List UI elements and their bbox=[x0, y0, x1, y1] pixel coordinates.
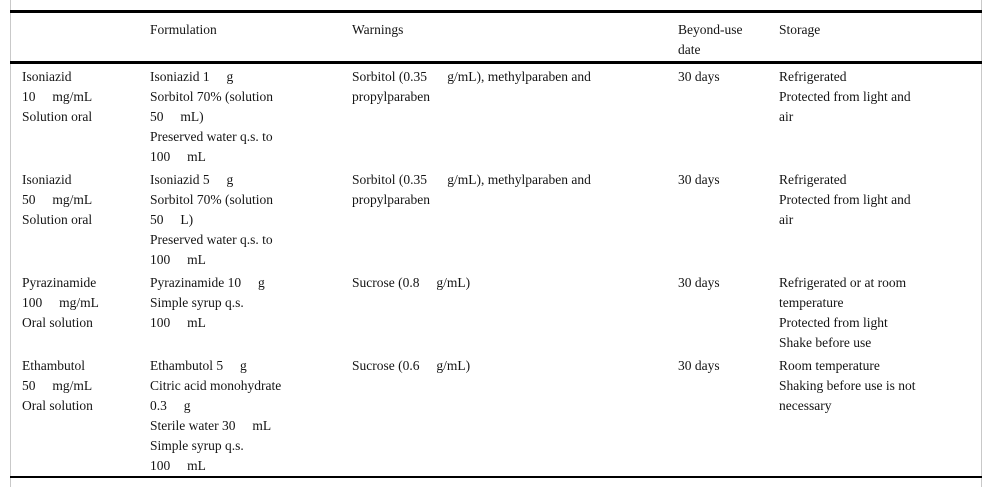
drug-cell: Ethambutol 50 mg/mL Oral solution bbox=[22, 358, 93, 413]
table-row: Isoniazid 50 mg/mL Solution oral Isoniaz… bbox=[10, 167, 982, 270]
storage-cell: Refrigerated Protected from light and ai… bbox=[779, 172, 911, 227]
beyond-use-date-cell: 30 days bbox=[678, 275, 720, 290]
drug-cell: Isoniazid 50 mg/mL Solution oral bbox=[22, 172, 93, 227]
warnings-cell: Sorbitol (0.35 g/mL), methylparaben and … bbox=[352, 69, 591, 104]
beyond-use-date-cell: 30 days bbox=[678, 172, 720, 187]
header-beyond-use-date: Beyond-use date bbox=[678, 22, 743, 57]
formulation-cell: Isoniazid 5 g Sorbitol 70% (solution 50 … bbox=[150, 172, 274, 267]
table-row: Ethambutol 50 mg/mL Oral solution Ethamb… bbox=[10, 353, 982, 476]
storage-cell: Room temperature Shaking before use is n… bbox=[779, 358, 916, 413]
formulation-cell: Pyrazinamide 10 g Simple syrup q.s. 100 … bbox=[150, 275, 265, 330]
beyond-use-date-cell: 30 days bbox=[678, 358, 720, 373]
header-warnings: Warnings bbox=[352, 22, 404, 37]
formulation-cell: Ethambutol 5 g Citric acid monohydrate 0… bbox=[150, 358, 282, 473]
header-storage: Storage bbox=[779, 22, 821, 37]
drug-cell: Pyrazinamide 100 mg/mL Oral solution bbox=[22, 275, 99, 330]
formulation-cell: Isoniazid 1 g Sorbitol 70% (solution 50 … bbox=[150, 69, 274, 164]
header-formulation: Formulation bbox=[150, 22, 217, 37]
beyond-use-date-cell: 30 days bbox=[678, 69, 720, 84]
storage-cell: Refrigerated Protected from light and ai… bbox=[779, 69, 911, 124]
warnings-cell: Sucrose (0.6 g/mL) bbox=[352, 358, 471, 373]
table-row: Pyrazinamide 100 mg/mL Oral solution Pyr… bbox=[10, 270, 982, 353]
header-drug bbox=[10, 20, 138, 61]
table-row: Isoniazid 10 mg/mL Solution oral Isoniaz… bbox=[10, 64, 982, 167]
drug-cell: Isoniazid 10 mg/mL Solution oral bbox=[22, 69, 93, 124]
table-header-row: Formulation Warnings Beyond-use date Sto… bbox=[10, 13, 982, 64]
warnings-cell: Sorbitol (0.35 g/mL), methylparaben and … bbox=[352, 172, 591, 207]
formulations-table: Formulation Warnings Beyond-use date Sto… bbox=[10, 10, 982, 478]
warnings-cell: Sucrose (0.8 g/mL) bbox=[352, 275, 471, 290]
storage-cell: Refrigerated or at room temperature Prot… bbox=[779, 275, 907, 350]
